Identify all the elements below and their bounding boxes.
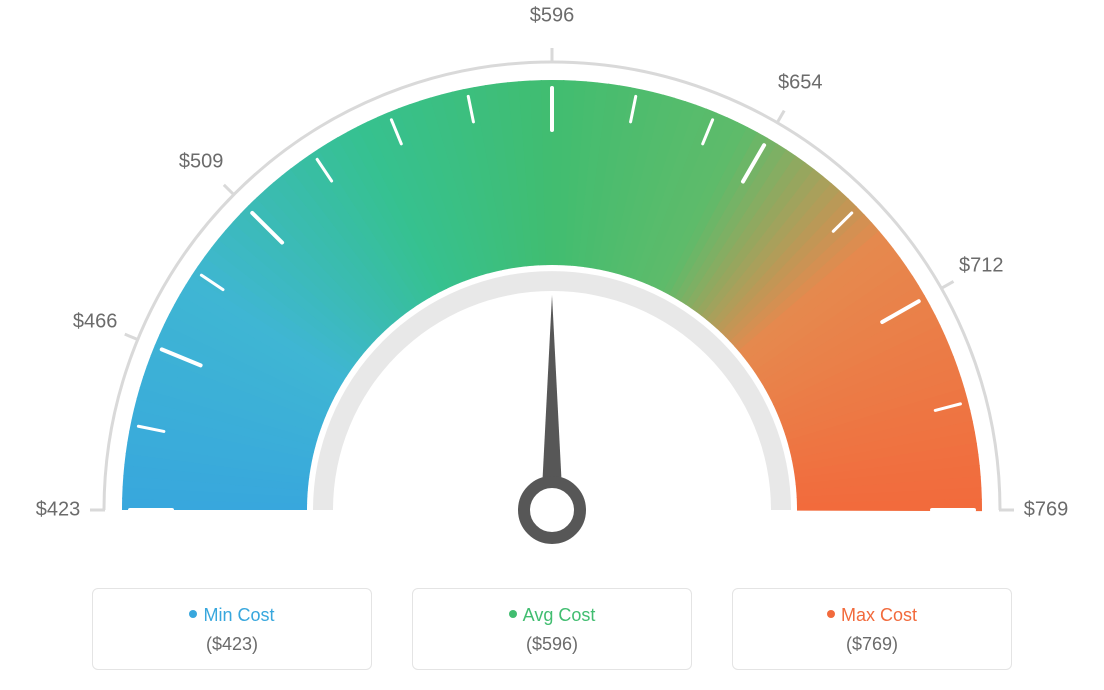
- gauge-chart: $423 $466 $509 $596 $654 $712 $769: [0, 0, 1104, 560]
- gauge-tick-label: $423: [36, 499, 81, 522]
- legend-card-avg: Avg Cost ($596): [412, 588, 692, 670]
- gauge-tick-label: $769: [1024, 499, 1069, 522]
- legend-avg-label: Avg Cost: [523, 605, 596, 625]
- legend-min-dot: [189, 610, 197, 618]
- legend-min-value: ($423): [93, 634, 371, 655]
- gauge-tick-label: $712: [959, 254, 1004, 277]
- legend-avg-value: ($596): [413, 634, 691, 655]
- gauge-tick-label: $509: [179, 151, 224, 174]
- legend-avg-dot: [509, 610, 517, 618]
- gauge-svg: [0, 0, 1104, 560]
- legend-max-value: ($769): [733, 634, 1011, 655]
- legend-card-max: Max Cost ($769): [732, 588, 1012, 670]
- gauge-tick-label: $466: [73, 310, 118, 333]
- legend-avg-title: Avg Cost: [413, 605, 691, 626]
- legend-min-label: Min Cost: [203, 605, 274, 625]
- legend-max-title: Max Cost: [733, 605, 1011, 626]
- legend-min-title: Min Cost: [93, 605, 371, 626]
- gauge-tick-label: $596: [530, 5, 575, 28]
- legend-row: Min Cost ($423) Avg Cost ($596) Max Cost…: [0, 588, 1104, 670]
- gauge-tick-label: $654: [778, 71, 823, 94]
- legend-card-min: Min Cost ($423): [92, 588, 372, 670]
- legend-max-dot: [827, 610, 835, 618]
- legend-max-label: Max Cost: [841, 605, 917, 625]
